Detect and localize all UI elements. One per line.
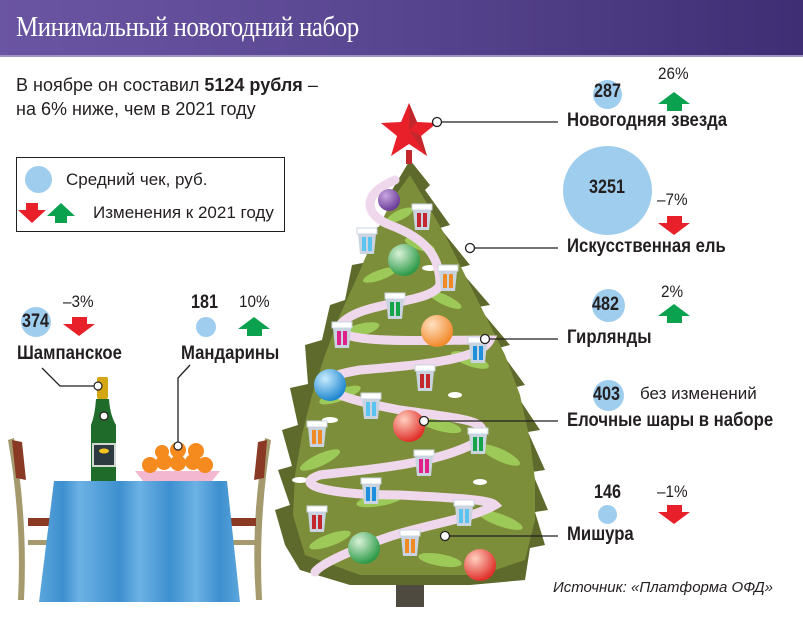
garland-ribbon bbox=[305, 175, 503, 577]
change-balls: без изменений bbox=[640, 384, 757, 403]
label-tree: Искусственная ель bbox=[567, 236, 726, 257]
circle-icon bbox=[25, 166, 52, 193]
change-star: 26% bbox=[658, 64, 689, 83]
legend-row-arrows: Изменения к 2021 году bbox=[17, 201, 274, 225]
tree-trunk bbox=[396, 585, 424, 607]
bauble-icons bbox=[314, 189, 496, 581]
tablecloth-icon bbox=[39, 481, 240, 602]
down-arrow-icon bbox=[658, 505, 690, 524]
chair-right-icon bbox=[230, 438, 271, 600]
legend-row-circle: Средний чек, руб. bbox=[25, 166, 207, 193]
down-arrow-icon bbox=[658, 216, 690, 235]
lead-text: В ноябре он составил 5124 рубля – на 6% … bbox=[16, 73, 346, 121]
source-note: Источник: «Платформа ОФД» bbox=[553, 579, 774, 596]
value-circle-star bbox=[593, 80, 622, 109]
tangerines-plate-icon bbox=[135, 441, 220, 481]
chair-left-icon bbox=[8, 438, 58, 600]
value-circle-balls bbox=[593, 380, 624, 411]
value-circle-garlands bbox=[592, 289, 625, 322]
label-tinsel: Мишура bbox=[567, 524, 634, 545]
down-arrow-icon bbox=[63, 317, 95, 336]
change-tinsel: –1% bbox=[657, 482, 688, 501]
lantern-icons bbox=[306, 203, 489, 556]
lead-text-before: В ноябре он составил bbox=[16, 75, 205, 95]
value-circle-tree bbox=[563, 146, 652, 235]
value-champagne: 374 bbox=[22, 311, 49, 332]
up-arrow-icon bbox=[658, 92, 690, 111]
value-circle-champagne bbox=[21, 307, 51, 337]
star-icon bbox=[381, 103, 437, 164]
value-star: 287 bbox=[594, 81, 621, 102]
value-tree: 3251 bbox=[589, 177, 625, 198]
leader-lines bbox=[41, 121, 558, 537]
label-tangerines: Мандарины bbox=[181, 343, 280, 364]
label-champagne: Шампанское bbox=[17, 343, 122, 364]
value-balls: 403 bbox=[593, 384, 620, 405]
up-arrow-icon bbox=[658, 304, 690, 323]
label-balls: Елочные шары в наборе bbox=[567, 410, 774, 431]
value-tangerines: 181 bbox=[191, 292, 218, 313]
change-tangerines: 10% bbox=[239, 292, 270, 311]
lead-total: 5124 рубля bbox=[204, 75, 303, 95]
value-tinsel: 146 bbox=[594, 482, 621, 503]
page-title: Минимальный новогодний набор bbox=[16, 11, 359, 43]
legend-circle-label: Средний чек, руб. bbox=[66, 169, 208, 189]
down-up-arrows-icon bbox=[18, 203, 75, 223]
label-star: Новогодняя звезда bbox=[567, 110, 728, 131]
change-tree: –7% bbox=[657, 190, 688, 209]
value-garlands: 482 bbox=[592, 294, 619, 315]
champagne-bottle-icon bbox=[91, 377, 116, 481]
lead-text-after: – bbox=[302, 75, 318, 95]
value-circle-tinsel bbox=[598, 505, 617, 524]
legend-arrows-label: Изменения к 2021 году bbox=[93, 203, 274, 222]
label-garlands: Гирлянды bbox=[567, 327, 652, 348]
change-champagne: –3% bbox=[63, 292, 94, 311]
up-arrow-icon bbox=[238, 317, 270, 336]
legend: Средний чек, руб. Изменения к 2021 году bbox=[16, 157, 285, 232]
header-banner: Минимальный новогодний набор bbox=[0, 0, 803, 57]
value-circle-tangerines bbox=[196, 317, 216, 337]
lead-line2: на 6% ниже, чем в 2021 году bbox=[16, 99, 256, 119]
change-garlands: 2% bbox=[661, 282, 684, 301]
